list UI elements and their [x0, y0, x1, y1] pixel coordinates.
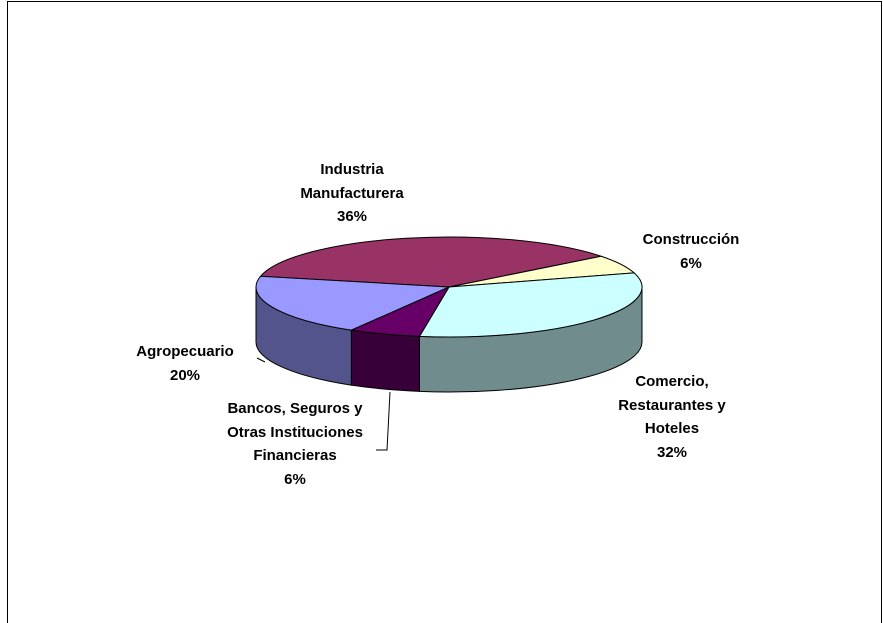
slice — [259, 236, 604, 288]
pie — [255, 236, 643, 393]
data-label: Industria Manufacturera 36% — [282, 158, 422, 229]
slice-side — [350, 329, 420, 392]
value-label: 32% — [656, 443, 688, 461]
data-label: Bancos, Seguros y Otras Instituciones Fi… — [210, 397, 380, 491]
value-label: 6% — [680, 254, 702, 272]
data-label: Construcción 6% — [626, 228, 756, 275]
value-label: 20% — [169, 366, 201, 384]
slice — [418, 272, 643, 338]
data-label: Agropecuario 20% — [120, 340, 250, 387]
value-label: 6% — [284, 470, 306, 488]
data-label: Comercio, Restaurantes y Hoteles 32% — [607, 370, 737, 464]
category-label: Bancos, Seguros y Otras Instituciones Fi… — [227, 400, 363, 464]
leader-line — [376, 391, 391, 451]
leader-line — [256, 357, 266, 363]
value-label: 36% — [336, 208, 368, 225]
category-label: Industria Manufacturera — [300, 161, 404, 202]
category-label: Construcción — [642, 231, 740, 248]
slice — [255, 275, 450, 331]
category-label: Agropecuario — [136, 343, 234, 360]
category-label: Comercio, Restaurantes y Hoteles — [618, 373, 726, 437]
